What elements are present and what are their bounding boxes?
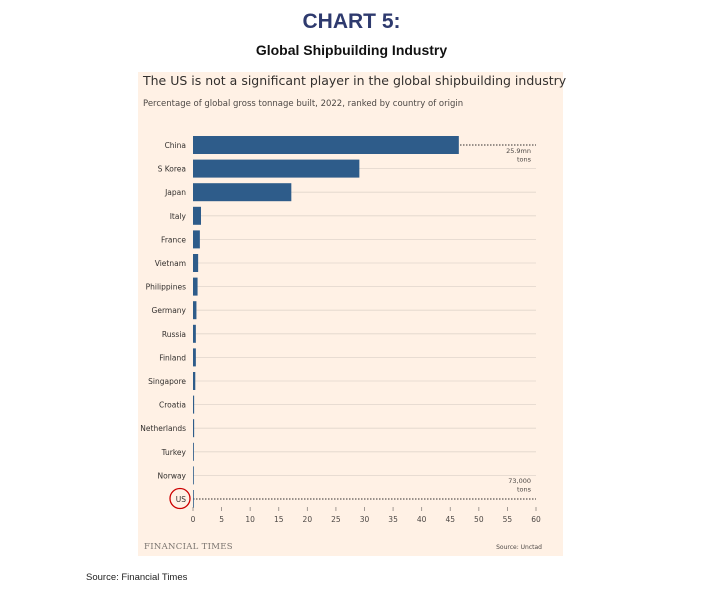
- bar-croatia: [193, 395, 195, 414]
- chart-source-note: Source: Unctad: [496, 544, 542, 551]
- x-tick-label: 40: [417, 515, 427, 524]
- bar-philippines: [193, 277, 198, 296]
- category-label: Germany: [152, 306, 187, 315]
- x-tick-label: 0: [191, 515, 196, 524]
- x-tick-label: 20: [303, 515, 313, 524]
- bar-finland: [193, 348, 196, 367]
- bar-netherlands: [193, 419, 195, 438]
- bar-vietnam: [193, 254, 199, 272]
- category-label: US: [176, 495, 186, 504]
- page-subtitle: Global Shipbuilding Industry: [255, 42, 448, 58]
- x-tick-label: 60: [531, 515, 541, 524]
- page-title: CHART 5:: [302, 10, 401, 33]
- bar-singapore: [193, 372, 196, 390]
- source-footer: Source: Financial Times: [86, 572, 188, 583]
- annotation-label: tons: [517, 156, 532, 164]
- category-label: Turkey: [161, 448, 187, 457]
- annotation-label: tons: [517, 486, 532, 494]
- category-label: Netherlands: [140, 424, 186, 433]
- x-tick-label: 15: [274, 515, 284, 524]
- chart-subtitle: Percentage of global gross tonnage built…: [143, 99, 464, 109]
- bar-norway: [193, 466, 194, 485]
- category-label: Russia: [162, 330, 186, 339]
- bar-germany: [193, 301, 197, 320]
- x-tick-label: 55: [503, 515, 513, 524]
- category-label: Finland: [159, 353, 186, 362]
- highlight-circle: [169, 487, 191, 510]
- category-label: Philippines: [146, 283, 187, 292]
- x-tick-label: 25: [331, 515, 341, 524]
- category-label: Croatia: [159, 401, 186, 410]
- x-tick-label: 10: [245, 515, 255, 524]
- bar-china: [193, 136, 459, 154]
- annotation-label: 25.9mn: [506, 147, 531, 155]
- annotation-label: 73,000: [508, 477, 531, 485]
- x-tick-label: 30: [360, 515, 370, 524]
- x-tick-label: 50: [474, 515, 484, 524]
- bar-turkey: [193, 442, 194, 461]
- bar-us: [193, 490, 194, 508]
- bar-italy: [193, 206, 202, 225]
- category-label: Singapore: [148, 377, 186, 386]
- bar-russia: [193, 324, 196, 343]
- bar-france: [193, 230, 200, 249]
- x-tick-label: 5: [219, 515, 224, 524]
- x-tick-label: 35: [388, 515, 398, 524]
- category-label: China: [165, 141, 186, 150]
- category-label: Norway: [158, 471, 187, 480]
- bar-japan: [193, 183, 292, 202]
- category-label: Vietnam: [155, 259, 186, 268]
- category-label: S Korea: [158, 165, 186, 174]
- category-label: Japan: [164, 188, 186, 197]
- category-label: France: [161, 235, 186, 244]
- chart-title: The US is not a significant player in th…: [143, 73, 567, 88]
- x-tick-label: 45: [445, 515, 455, 524]
- category-label: Italy: [170, 212, 187, 221]
- bar-s-korea: [193, 159, 360, 178]
- ft-logo: FINANCIAL TIMES: [144, 542, 233, 552]
